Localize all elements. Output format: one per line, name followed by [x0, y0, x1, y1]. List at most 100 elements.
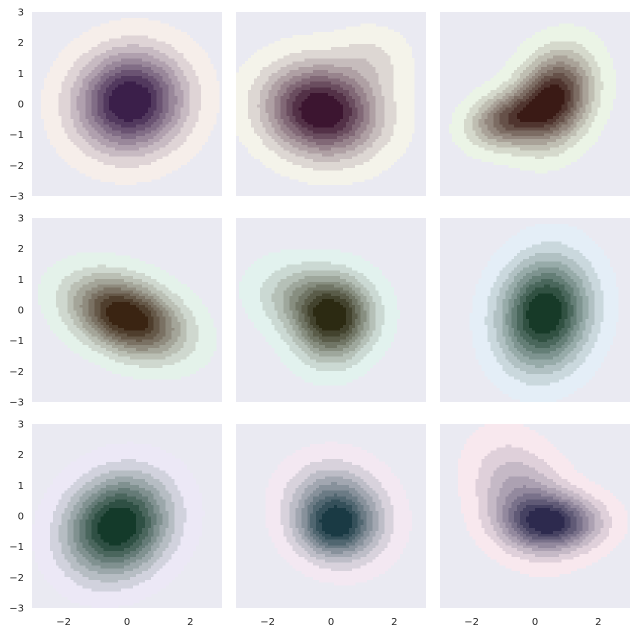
density-cell — [177, 161, 182, 165]
density-cell — [100, 26, 104, 30]
density-cell — [94, 115, 98, 119]
density-cell — [201, 132, 205, 137]
density-cell — [366, 152, 371, 157]
density-cell — [115, 46, 119, 50]
density-cell — [177, 124, 182, 128]
density-cell — [307, 75, 311, 79]
density-cell — [156, 124, 161, 128]
density-cell — [55, 86, 60, 91]
density-cell — [112, 118, 116, 122]
density-cell — [127, 89, 131, 94]
density-cell — [174, 101, 179, 105]
density-cell — [162, 150, 167, 154]
density-cell — [79, 60, 84, 65]
density-cell — [177, 118, 182, 122]
density-cell — [322, 63, 326, 68]
density-cell — [378, 124, 383, 128]
density-cell — [331, 181, 335, 186]
density-cell — [241, 66, 246, 71]
density-cell — [357, 98, 362, 102]
density-cell — [192, 118, 196, 122]
density-cell — [322, 144, 326, 148]
density-cell — [310, 164, 314, 168]
density-cell — [328, 81, 332, 85]
density-cell — [360, 112, 365, 117]
density-cell — [313, 132, 317, 137]
density-cell — [301, 170, 305, 174]
density-cell — [183, 63, 187, 68]
density-cell — [132, 20, 137, 25]
density-cell — [262, 124, 267, 128]
density-cell — [390, 101, 394, 105]
density-cell — [106, 58, 110, 62]
density-cell — [147, 23, 152, 27]
density-cell — [94, 75, 98, 79]
density-cell — [316, 63, 320, 68]
density-cell — [316, 92, 320, 96]
density-cell — [76, 109, 81, 114]
density-cell — [195, 46, 199, 50]
density-cell — [144, 17, 149, 22]
density-cell — [307, 164, 311, 168]
density-cell — [408, 121, 412, 125]
density-cell — [363, 164, 368, 168]
density-cell — [112, 147, 116, 151]
density-cell — [85, 83, 90, 88]
density-cell — [345, 101, 350, 105]
density-cell — [363, 124, 368, 128]
density-cell — [348, 181, 353, 186]
density-cell — [135, 121, 140, 125]
density-cell — [396, 147, 400, 151]
density-cell — [265, 115, 270, 119]
density-cell — [369, 81, 374, 85]
density-cell — [144, 26, 149, 30]
density-cell — [325, 178, 329, 183]
density-cell — [295, 175, 299, 180]
density-cell — [43, 101, 48, 105]
density-cell — [58, 66, 63, 71]
density-cell — [106, 164, 110, 168]
density-cell — [186, 118, 190, 122]
density-cell — [204, 72, 208, 76]
density-cell — [304, 124, 308, 128]
density-cell — [97, 109, 101, 114]
density-cell — [121, 135, 125, 140]
density-cell — [156, 173, 161, 177]
density-cell — [174, 37, 179, 42]
density-cell — [357, 150, 362, 154]
density-cell — [393, 86, 397, 91]
density-cell — [339, 121, 344, 125]
density-cell — [292, 155, 296, 160]
density-cell — [106, 150, 110, 154]
density-cell — [127, 181, 131, 186]
density-cell — [333, 178, 338, 183]
density-cell — [316, 109, 320, 114]
density-cell — [141, 55, 146, 59]
density-cell — [310, 181, 314, 186]
density-cell — [342, 158, 347, 163]
density-cell — [331, 60, 335, 65]
density-cell — [387, 66, 391, 71]
density-cell — [174, 158, 179, 163]
density-cell — [180, 89, 185, 94]
density-cell — [387, 104, 391, 108]
density-cell — [112, 106, 116, 111]
density-cell — [280, 69, 285, 73]
density-cell — [82, 69, 87, 73]
density-cell — [292, 72, 296, 76]
density-cell — [339, 178, 344, 183]
density-cell — [61, 92, 66, 96]
density-cell — [310, 167, 314, 171]
density-cell — [310, 150, 314, 154]
density-cell — [67, 46, 72, 50]
density-cell — [135, 147, 140, 151]
density-cell — [280, 164, 285, 168]
density-cell — [103, 81, 107, 85]
density-cell — [76, 101, 81, 105]
density-cell — [112, 78, 116, 82]
density-cell — [129, 17, 134, 22]
density-cell — [247, 60, 252, 65]
density-cell — [70, 158, 75, 163]
density-cell — [147, 20, 152, 25]
density-cell — [132, 115, 137, 119]
